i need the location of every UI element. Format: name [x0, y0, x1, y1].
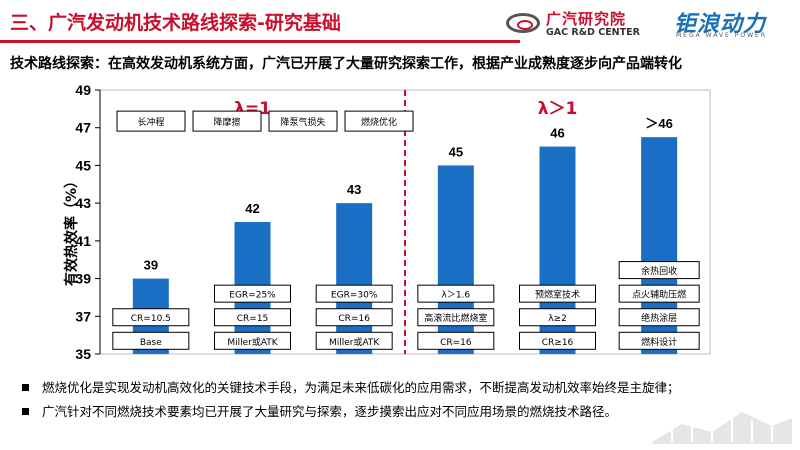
gac-rd-logo: 广汽研究院 GAC R&D CENTER	[506, 10, 664, 38]
bar-value-label: 39	[144, 258, 158, 273]
gac-logo-mark-icon	[506, 13, 540, 33]
tech-label-box	[214, 308, 291, 327]
tech-box-label: 长冲程	[137, 116, 164, 128]
bullet-item: 广汽针对不同燃烧技术要素均已开展了大量研究与探索，逐步摸索出应对不同应用场景的燃…	[22, 400, 792, 424]
tech-label: Miller或ATK	[227, 336, 278, 348]
tech-label-box	[618, 308, 700, 327]
tech-label-box	[519, 308, 596, 327]
tech-label: Base	[140, 338, 162, 348]
tech-label: CR=15	[237, 314, 269, 324]
tech-label-box	[519, 284, 596, 303]
tech-box-label: 降泵气损失	[280, 116, 325, 128]
tech-label-box	[618, 331, 700, 350]
gac-logo-cn: 广汽研究院	[546, 10, 627, 28]
tech-box-label: 燃烧优化	[361, 116, 397, 128]
gac-logo-en: GAC R&D CENTER	[546, 27, 640, 38]
bullet-square-icon	[22, 384, 29, 391]
bullet-square-icon	[22, 408, 29, 415]
tech-label-box	[112, 308, 190, 327]
tech-label-box	[519, 331, 596, 350]
tech-label: CR=16	[440, 338, 472, 348]
tech-label: Miller或ATK	[329, 336, 380, 348]
tech-label: CR=16	[338, 314, 370, 324]
tech-label-box	[417, 284, 495, 303]
tech-label-box	[618, 284, 700, 303]
tech-label: 燃料设计	[641, 336, 677, 348]
tech-box-label: 降摩擦	[213, 116, 240, 128]
tech-label: CR=10.5	[131, 314, 171, 324]
bar-value-label: 45	[449, 144, 463, 159]
bar	[336, 203, 373, 354]
tech-box	[268, 110, 338, 132]
tech-label-box	[417, 308, 495, 327]
bullet-text: 广汽针对不同燃烧技术要素均已开展了大量研究与探索，逐步摸索出应对不同应用场景的燃…	[42, 404, 618, 419]
subtitle: 技术路线探索：在高效发动机系统方面，广汽已开展了大量研究探索工作，根据产业成熟度…	[10, 56, 682, 72]
tech-label-box	[315, 308, 393, 327]
bullet-text: 燃烧优化是实现发动机高效化的关键技术手段，为满足未来低碳化的应用需求，不断提高发…	[42, 380, 680, 395]
title-underline	[0, 40, 520, 43]
y-tick-label: 49	[75, 82, 91, 98]
tech-label-box	[214, 331, 291, 350]
page-title: 三、广汽发动机技术路线探索-研究基础	[10, 12, 341, 34]
tech-box	[116, 110, 186, 132]
y-tick-label: 41	[75, 233, 91, 249]
mega-wave-logo-cn: 钜浪动力	[674, 12, 767, 37]
tech-label-box	[417, 331, 495, 350]
tech-label-box	[618, 261, 700, 280]
tech-box	[192, 110, 262, 132]
tech-label: EGR=25%	[229, 291, 276, 301]
y-tick-label: 37	[75, 308, 91, 324]
tech-label: λ≥2	[548, 314, 567, 324]
bar-value-label: 46	[550, 126, 564, 141]
tech-label: 余热回收	[641, 265, 677, 277]
tech-label: EGR=30%	[331, 291, 378, 301]
tech-label: λ＞1.6	[442, 291, 471, 301]
tech-label: CR≥16	[542, 338, 574, 348]
bar-value-label: 42	[245, 201, 259, 216]
tech-label-box	[112, 331, 190, 350]
tech-label: 高滚流比燃烧室	[424, 312, 487, 324]
bullet-item: 燃烧优化是实现发动机高效化的关键技术手段，为满足未来低碳化的应用需求，不断提高发…	[22, 376, 792, 400]
tech-label-box	[315, 284, 393, 303]
bullet-list: 燃烧优化是实现发动机高效化的关键技术手段，为满足未来低碳化的应用需求，不断提高发…	[22, 376, 792, 424]
tech-label: 绝热涂层	[641, 312, 677, 324]
y-tick-label: 47	[75, 120, 91, 136]
mega-wave-logo: 钜浪动力 MEGA WAVE POWER	[672, 6, 796, 40]
y-tick-label: 39	[75, 271, 91, 287]
tech-box	[344, 110, 414, 132]
tech-label: 点火辅助压燃	[632, 289, 686, 301]
y-tick-label: 43	[75, 195, 91, 211]
building-watermark-icon	[652, 412, 792, 444]
region-label: λ＞1	[538, 99, 578, 119]
y-tick-label: 35	[75, 346, 91, 362]
tech-label-box	[214, 284, 291, 303]
bar-value-label: 43	[347, 182, 361, 197]
bar-value-label: ＞46	[645, 116, 672, 131]
mega-wave-logo-en: MEGA WAVE POWER	[676, 32, 767, 39]
y-axis-label: 有效热效率（%）	[63, 174, 80, 286]
y-tick-label: 45	[75, 157, 91, 173]
tech-label-box	[315, 331, 393, 350]
tech-label: 预燃室技术	[535, 289, 580, 301]
